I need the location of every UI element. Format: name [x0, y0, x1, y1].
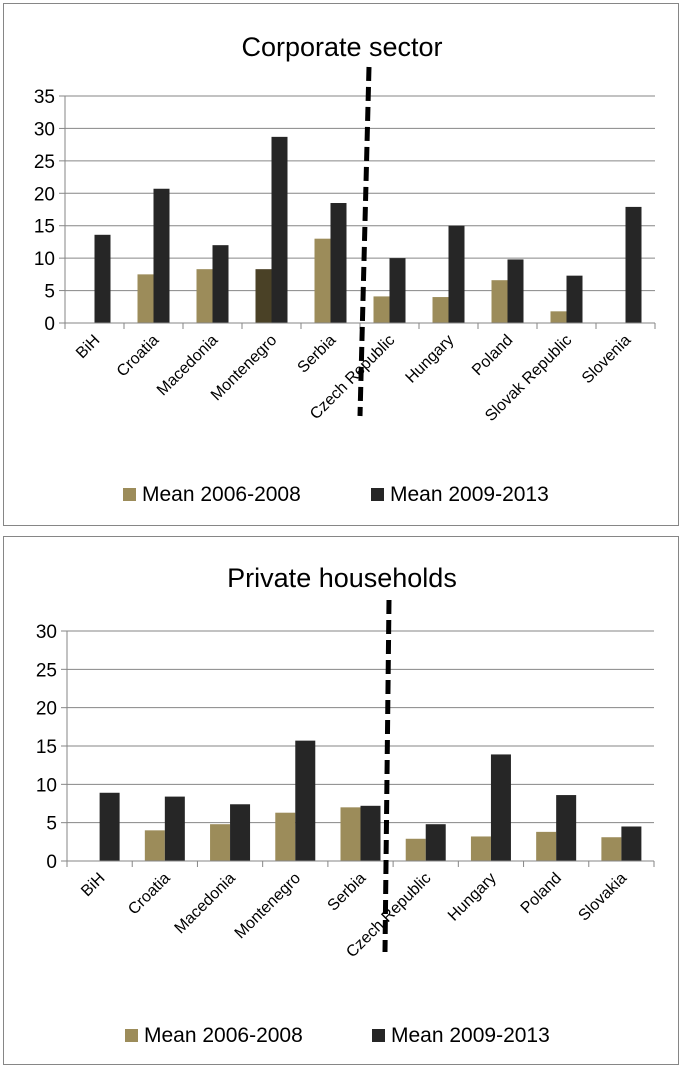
y-tick-label: 10 — [34, 249, 55, 270]
region-divider — [382, 599, 392, 953]
y-tick-label: 5 — [46, 814, 57, 835]
private-households-svg: Private households 0 5 10 15 20 25 30 BiH Croati… — [36, 563, 655, 1047]
category-label: Slovakia — [575, 870, 630, 925]
y-tick-label: 25 — [34, 152, 55, 173]
category-label: Poland — [518, 870, 565, 917]
bar-2006-2008 — [601, 837, 622, 861]
bar-2009-2013 — [360, 805, 381, 861]
y-tick-label: 15 — [36, 737, 57, 758]
y-tick-label: 5 — [44, 282, 55, 303]
category-label: Slovenia — [579, 332, 634, 387]
bar-2009-2013 — [425, 824, 446, 861]
region-divider — [357, 66, 372, 417]
legend-label: Mean 2006-2008 — [144, 1024, 303, 1047]
bar-2009-2013 — [94, 234, 111, 323]
bar-2006-2008 — [432, 297, 449, 323]
bar-2006-2008 — [196, 269, 213, 323]
category-label: Hungary — [403, 332, 458, 387]
private-households-chart: Private households 0 5 10 15 20 25 30 BiH Croati… — [3, 536, 679, 1065]
chart-title: Private households — [227, 563, 457, 593]
category-label: Montenegro — [232, 870, 304, 942]
y-tick-label: 20 — [36, 699, 57, 720]
legend-label: Mean 2006-2008 — [142, 483, 301, 506]
y-tick-label: 0 — [44, 314, 55, 335]
bar-2009-2013 — [330, 203, 347, 323]
category-label: BiH — [73, 332, 103, 362]
bar-2009-2013 — [389, 258, 406, 323]
category-label: Macedonia — [172, 870, 239, 937]
bar-2009-2013 — [212, 245, 229, 323]
bar-2006-2008 — [137, 274, 154, 323]
bar-2009-2013 — [566, 275, 583, 323]
bar-2006-2008 — [405, 838, 426, 861]
y-tick-label: 20 — [34, 184, 55, 205]
bar-2009-2013 — [507, 259, 524, 323]
bar-2006-2008 — [340, 807, 361, 861]
y-tick-label: 25 — [36, 660, 57, 681]
bar-2009-2013 — [448, 225, 465, 323]
bar-2009-2013 — [164, 796, 185, 861]
category-label: Serbia — [325, 870, 370, 915]
legend-swatch — [123, 488, 136, 501]
chart-title: Corporate sector — [241, 32, 442, 62]
category-label: Croatia — [125, 870, 174, 919]
y-tick-label: 30 — [34, 119, 55, 140]
y-tick-label: 30 — [36, 622, 57, 643]
bar-2006-2008 — [536, 831, 557, 861]
category-label: Poland — [469, 332, 516, 379]
legend-swatch — [125, 1029, 138, 1042]
bar-2006-2008 — [373, 296, 390, 323]
y-tick-label: 35 — [34, 87, 55, 108]
bar-2009-2013 — [230, 804, 251, 861]
legend-label: Mean 2009-2013 — [390, 483, 549, 506]
category-label: Croatia — [114, 332, 163, 381]
bar-2009-2013 — [556, 795, 577, 861]
bar-2006-2008 — [314, 238, 331, 323]
y-tick-label: 15 — [34, 217, 55, 238]
y-tick-label: 10 — [36, 775, 57, 796]
legend-label: Mean 2009-2013 — [391, 1024, 550, 1047]
category-label: Hungary — [445, 870, 500, 925]
bar-2006-2008 — [491, 280, 508, 323]
bar-2006-2008 — [210, 824, 231, 861]
bar-2009-2013 — [490, 754, 511, 861]
bar-2009-2013 — [99, 792, 120, 861]
category-label: Serbia — [295, 332, 340, 377]
bar-2009-2013 — [153, 188, 170, 323]
corporate-sector-chart: Corporate sector 0 5 10 15 20 25 30 35 BiH Croati… — [3, 3, 679, 526]
category-label: BiH — [78, 870, 108, 900]
bar-2006-2008 — [470, 836, 491, 861]
corporate-sector-svg: Corporate sector 0 5 10 15 20 25 30 35 BiH Croati… — [34, 32, 656, 506]
bar-2009-2013 — [621, 826, 642, 861]
bar-2006-2008 — [255, 269, 272, 323]
bar-2009-2013 — [271, 136, 288, 323]
bar-2009-2013 — [625, 206, 642, 323]
bar-2006-2008 — [144, 830, 165, 861]
legend-swatch — [372, 1029, 385, 1042]
bar-2006-2008 — [550, 311, 567, 323]
legend-swatch — [371, 488, 384, 501]
y-tick-label: 0 — [46, 852, 57, 873]
bar-2006-2008 — [275, 812, 296, 861]
bar-2009-2013 — [295, 740, 316, 861]
